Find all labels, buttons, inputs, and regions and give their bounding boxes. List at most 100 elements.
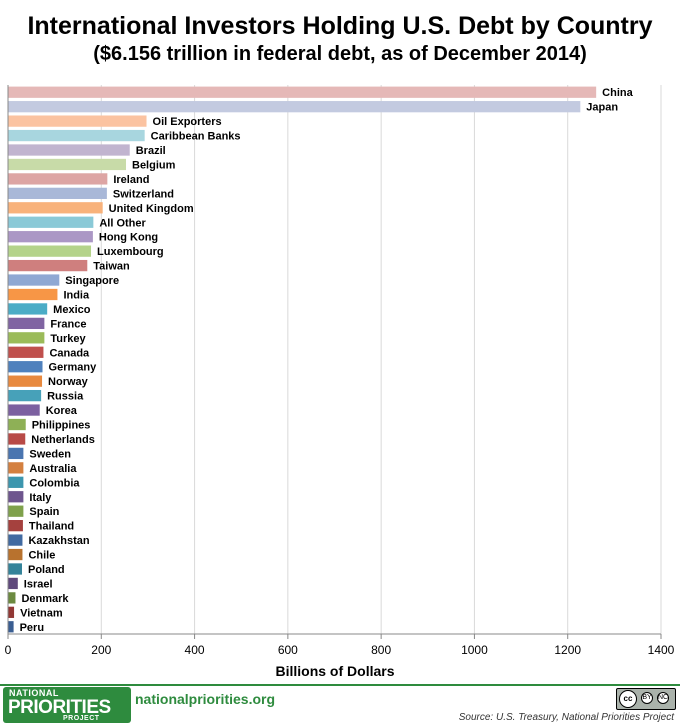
source-note: Source: U.S. Treasury, National Prioriti… xyxy=(458,712,674,723)
bar xyxy=(8,534,23,546)
bar xyxy=(8,245,92,257)
bar-label: Mexico xyxy=(53,304,91,316)
chart-subtitle: ($6.156 trillion in federal debt, as of … xyxy=(93,43,587,65)
bar-chart: China Japan Oil Exporters Caribbean Banks Br… xyxy=(5,85,675,679)
x-axis-label: Billions of Dollars xyxy=(275,663,394,679)
bar xyxy=(8,476,24,488)
bar-label: Italy xyxy=(29,492,52,504)
bars xyxy=(8,86,597,633)
bar-label: France xyxy=(50,318,86,330)
bar-label: Luxembourg xyxy=(97,246,164,258)
bar-label: Russia xyxy=(47,391,84,403)
bar-label: Germany xyxy=(49,362,98,374)
x-tick-label: 1400 xyxy=(648,643,675,657)
bar xyxy=(8,274,60,286)
bar xyxy=(8,259,88,272)
bar-label: Israel xyxy=(24,578,53,590)
bar xyxy=(8,115,147,127)
noncommercial-icon: NC xyxy=(657,692,669,704)
bar xyxy=(8,101,581,113)
bar xyxy=(8,288,58,301)
bar xyxy=(8,144,130,156)
x-tick-label: 400 xyxy=(185,643,205,657)
logo-text-bottom: PROJECT xyxy=(63,715,100,722)
bar xyxy=(8,462,24,474)
bar xyxy=(8,520,23,532)
bar xyxy=(8,433,26,445)
x-axis: 0 200 400 600 800 1000 1200 1400 xyxy=(5,85,675,657)
bar xyxy=(8,418,26,431)
bar xyxy=(8,332,45,344)
bar-label: Sweden xyxy=(29,448,71,460)
logo-text-main: PRIORITIES xyxy=(8,697,111,718)
bar xyxy=(8,577,18,590)
x-tick-label: 0 xyxy=(5,643,12,657)
bar-label: Philippines xyxy=(32,420,91,432)
grid-lines xyxy=(100,85,662,634)
bar-label: Caribbean Banks xyxy=(151,131,241,143)
bar-label: Canada xyxy=(49,347,90,359)
bar-label: Colombia xyxy=(29,477,80,489)
bar-label: Taiwan xyxy=(93,261,130,273)
x-tick-label: 800 xyxy=(371,643,391,657)
bar xyxy=(8,548,23,561)
bar xyxy=(8,621,14,633)
bar xyxy=(8,173,108,185)
cc-icon: cc xyxy=(619,690,637,708)
bar-label: Thailand xyxy=(29,521,74,533)
bar xyxy=(8,317,45,330)
bar-label: Korea xyxy=(46,405,78,417)
cc-license-badge[interactable]: cc BY NC xyxy=(616,688,676,710)
bar xyxy=(8,158,127,171)
bar-label: Denmark xyxy=(21,593,69,605)
bar-label: China xyxy=(602,87,633,99)
bar-label: Netherlands xyxy=(31,434,95,446)
bar xyxy=(8,447,24,460)
bar-label: Japan xyxy=(586,102,618,114)
bar-label: Belgium xyxy=(132,159,176,171)
bar xyxy=(8,129,145,142)
bar-label: Norway xyxy=(48,376,89,388)
bar xyxy=(8,346,44,358)
bar-label: Switzerland xyxy=(113,188,174,200)
bar-label: Poland xyxy=(28,564,65,576)
attribution-icon: BY xyxy=(641,692,653,704)
bar xyxy=(8,491,24,503)
bar-label: Vietnam xyxy=(20,607,63,619)
bar xyxy=(8,231,93,243)
npp-logo: NATIONAL PRIORITIES PROJECT xyxy=(3,687,131,723)
bar-label: Hong Kong xyxy=(99,232,158,244)
bar xyxy=(8,361,43,373)
bar-label: Peru xyxy=(20,622,44,634)
bar xyxy=(8,202,103,214)
x-tick-label: 1200 xyxy=(554,643,581,657)
bar xyxy=(8,187,107,199)
bar-label: Kazakhstan xyxy=(28,535,89,547)
bar xyxy=(8,505,24,517)
x-tick-label: 600 xyxy=(278,643,298,657)
bar xyxy=(8,303,48,315)
bar-label: Australia xyxy=(29,463,77,475)
bar-label: Turkey xyxy=(50,333,86,345)
bar xyxy=(8,563,22,575)
bar-label: Oil Exporters xyxy=(153,116,222,128)
x-tick-label: 1000 xyxy=(461,643,488,657)
bar xyxy=(8,216,94,228)
bar xyxy=(8,375,43,387)
site-link[interactable]: nationalpriorities.org xyxy=(135,691,276,707)
bar-labels: China Japan Oil Exporters Caribbean Banks Br… xyxy=(20,87,634,634)
footer-divider xyxy=(0,684,680,686)
bar xyxy=(8,86,597,98)
bar-label: Singapore xyxy=(65,275,119,287)
bar-label: India xyxy=(63,289,90,301)
bar-label: Ireland xyxy=(113,174,149,186)
bar-label: Chile xyxy=(28,550,55,562)
bar-label: United Kingdom xyxy=(109,203,194,215)
chart-title: International Investors Holding U.S. Deb… xyxy=(27,12,653,40)
x-tick-label: 200 xyxy=(91,643,111,657)
logo-text-top: NATIONAL xyxy=(9,688,59,698)
bar-label: Spain xyxy=(29,506,59,518)
bar xyxy=(8,592,16,604)
bar xyxy=(8,404,40,416)
bar-label: All Other xyxy=(99,217,146,229)
